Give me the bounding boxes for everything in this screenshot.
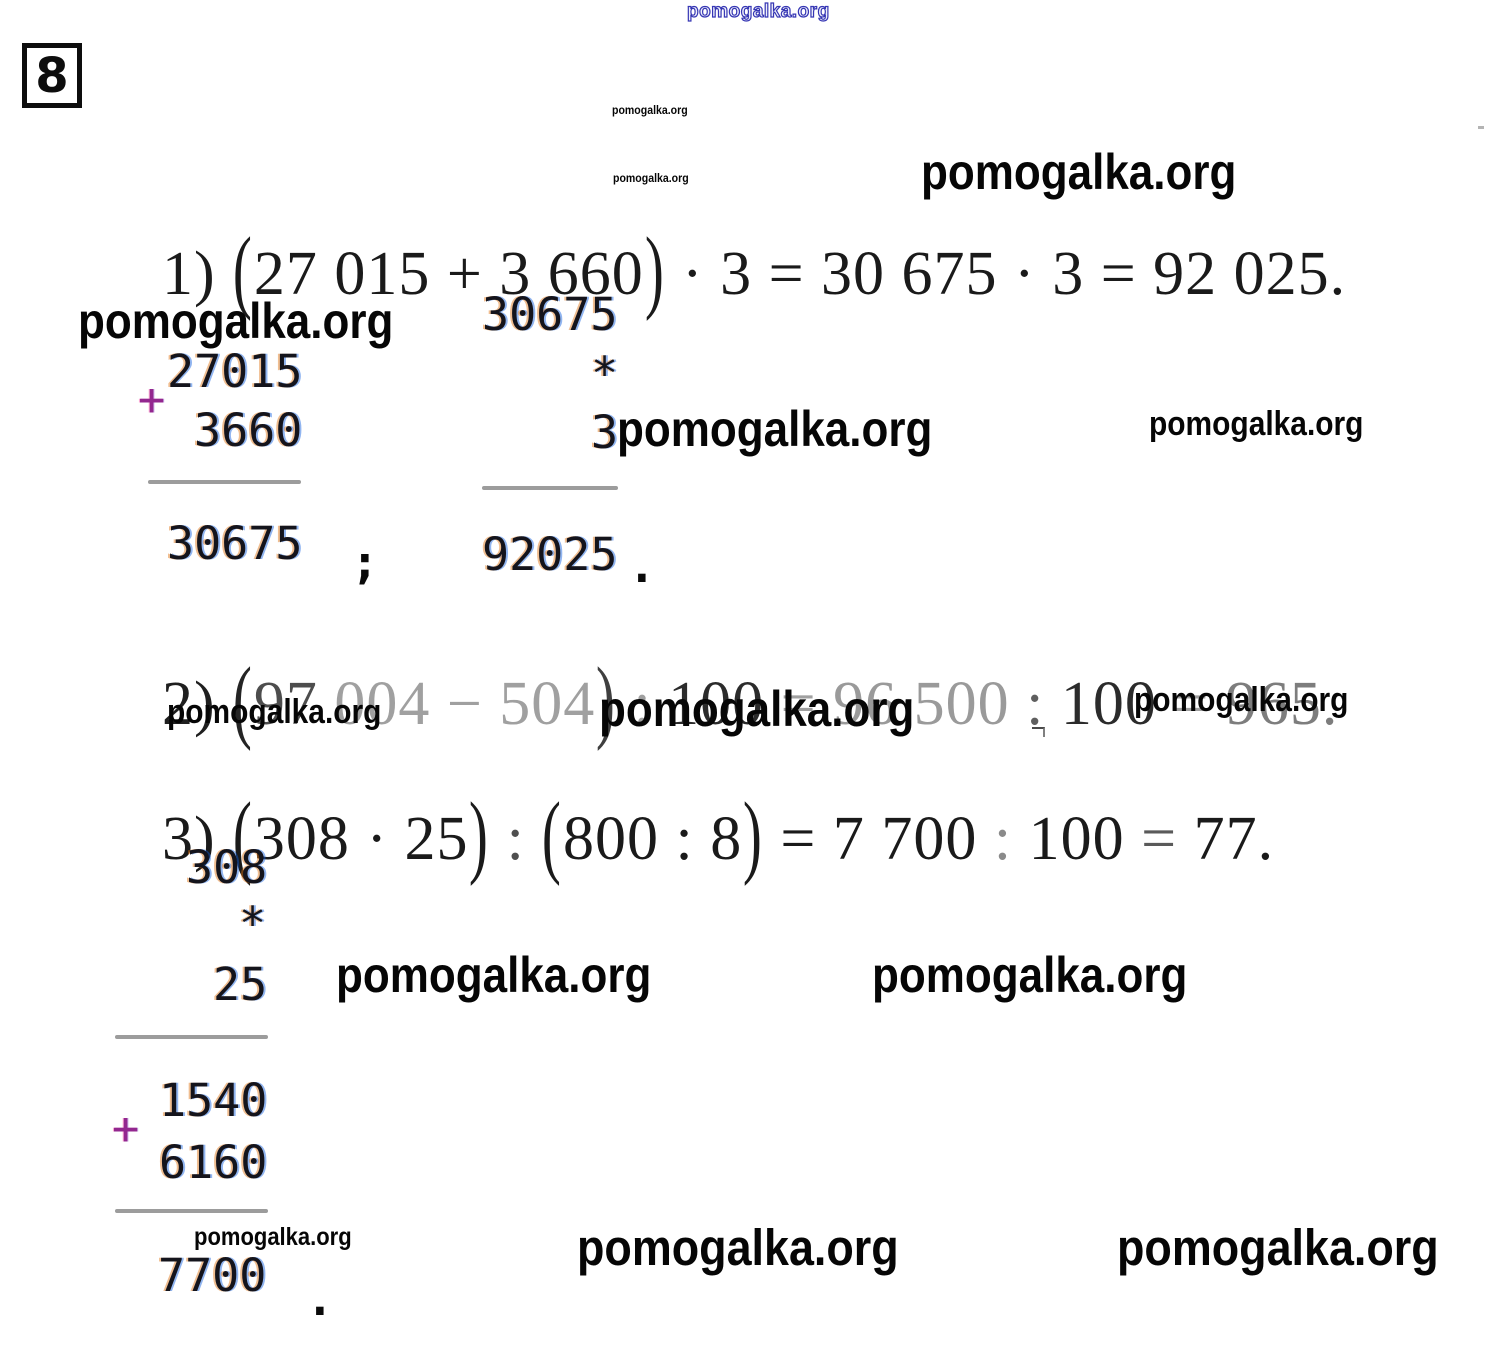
watermark-bold-below-eq2: pomogalka.org	[599, 681, 915, 737]
equation-3-segment: 77.	[1193, 805, 1275, 873]
sum1-plus-sign: +	[138, 373, 166, 426]
equation-2-segment: :	[616, 670, 669, 738]
equation-line-1: 1) (27 015 + 3 660) · 3 = 30 675 · 3 = 9…	[96, 181, 1346, 367]
paren: (	[233, 649, 253, 752]
product1-rule	[482, 486, 618, 490]
paren: )	[469, 784, 490, 887]
equation-2-segment: =	[1156, 670, 1226, 738]
sum1-addend1: 27015	[167, 345, 303, 398]
watermark-bold-left: pomogalka.org	[78, 293, 394, 349]
equation-line-3: 3) (308 · 25) : (800 : 8) = 7 700 : 100 …	[96, 746, 1274, 932]
watermark-bold-bottom-2: pomogalka.org	[1117, 1219, 1439, 1276]
paren: (	[233, 219, 253, 322]
equation-2-segment: 004 − 504	[317, 670, 596, 738]
watermark-tiny-upper: pomogalka.org	[612, 103, 688, 117]
equation-3-segment: 800 : 8	[563, 805, 743, 873]
equation-3-segment: :	[490, 805, 542, 873]
equation-3-segment: :	[993, 805, 1029, 873]
product2-multiplier: 25	[213, 958, 268, 1011]
exercise-number-badge: 8	[22, 43, 82, 108]
watermark-medium-right-eq2: pomogalka.org	[1134, 681, 1349, 719]
equation-2-segment: 100	[1060, 670, 1157, 738]
sum1-addend2: 3660	[194, 404, 303, 457]
sum1-result: 30675	[167, 517, 303, 570]
product2-rule-1	[115, 1035, 268, 1039]
watermark-top-outline: pomogalka.org	[686, 1, 830, 23]
scan-speck-artifact	[1478, 126, 1484, 129]
product2-separator: .	[306, 1272, 334, 1326]
sum1-separator: ;	[351, 535, 379, 589]
product1-separator: .	[628, 539, 656, 593]
watermark-bold-bottom-1: pomogalka.org	[577, 1219, 899, 1276]
equation-3-segment: =	[1141, 805, 1194, 873]
equation-2-segment: 2)	[162, 670, 233, 738]
equation-2-segment: 100	[668, 670, 765, 738]
paren: )	[644, 219, 665, 322]
product1-multiplier: 3	[591, 406, 619, 459]
watermark-small-above-7700: pomogalka.org	[194, 1223, 352, 1251]
equation-1-segment: 1)	[162, 240, 233, 308]
equation-line-2: 2) (97 004 − 504) : 100 = 96 500 : 100 =…	[96, 611, 1338, 797]
equation-3-segment: = 7 700	[763, 805, 994, 873]
product2-result: 7700	[158, 1249, 267, 1302]
equation-1-segment: 27 015 + 3 660	[253, 240, 644, 308]
watermark-bold-after-multiplier: pomogalka.org	[617, 401, 933, 457]
equation-3-segment: 100	[1028, 805, 1142, 873]
equation-3-segment: 308 · 25	[253, 805, 469, 873]
watermark-tiny-above-eq1: pomogalka.org	[613, 171, 689, 185]
product1-multiplicand: 30675	[482, 288, 618, 341]
watermark-bold-center-2: pomogalka.org	[872, 947, 1188, 1003]
paren: )	[743, 784, 764, 887]
equation-1-segment: · 3 = 30 675 · 3 = 92 025.	[665, 240, 1347, 308]
equation-2-segment: :	[1009, 670, 1061, 738]
product2-plus-sign: +	[112, 1102, 140, 1155]
product2-rule-2	[115, 1209, 268, 1213]
equation-3-segment: 3)	[162, 805, 233, 873]
equation-2-segment: 965.	[1225, 670, 1339, 738]
stray-mark-artifact	[1032, 727, 1045, 737]
product2-partial2: 6160	[159, 1136, 268, 1189]
product1-result: 92025	[482, 528, 618, 581]
equation-2-segment: 96 500	[833, 670, 1010, 738]
equation-2-segment: 97	[253, 670, 318, 738]
product2-partial1: 1540	[159, 1074, 268, 1127]
exercise-number: 8	[35, 47, 69, 104]
watermark-big-top-right: pomogalka.org	[921, 144, 1237, 200]
equation-2-segment: =	[764, 670, 834, 738]
paren: (	[542, 784, 563, 887]
watermark-semibold-below-eq2: pomogalka.org	[167, 693, 382, 731]
product1-asterisk: *	[591, 347, 619, 400]
watermark-bold-center-1: pomogalka.org	[336, 947, 652, 1003]
product2-asterisk: *	[239, 897, 267, 950]
paren: (	[233, 784, 253, 887]
sum1-rule	[148, 480, 301, 484]
watermark-medium-right-upper: pomogalka.org	[1149, 405, 1364, 443]
product2-multiplicand: 308	[186, 841, 268, 894]
paren: )	[596, 649, 617, 752]
